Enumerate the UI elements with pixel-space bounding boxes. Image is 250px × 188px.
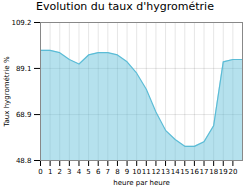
svg-text:48.8: 48.8: [16, 157, 32, 165]
svg-text:68.9: 68.9: [16, 111, 32, 119]
svg-text:1: 1: [48, 168, 52, 176]
svg-text:18: 18: [209, 168, 218, 176]
svg-text:6: 6: [96, 168, 101, 176]
svg-text:13: 13: [161, 168, 170, 176]
svg-text:7: 7: [106, 168, 110, 176]
svg-text:Taux hygrométrie %: Taux hygrométrie %: [3, 56, 11, 127]
svg-text:10: 10: [132, 168, 141, 176]
svg-text:17: 17: [200, 168, 209, 176]
svg-text:0: 0: [38, 168, 42, 176]
svg-text:14: 14: [171, 168, 180, 176]
svg-text:4: 4: [77, 168, 82, 176]
html-text:Evolution du taux d'hygrométri: Evolution du taux d'hygrométrie: [36, 0, 214, 13]
svg-text:9: 9: [125, 168, 129, 176]
svg-text:2: 2: [58, 168, 62, 176]
svg-text:heure par heure: heure par heure: [113, 179, 169, 187]
svg-text:16: 16: [190, 168, 199, 176]
svg-text:12: 12: [151, 168, 160, 176]
svg-text:89.1: 89.1: [16, 65, 32, 73]
svg-text:5: 5: [86, 168, 90, 176]
svg-text:8: 8: [115, 168, 119, 176]
svg-text:3: 3: [67, 168, 71, 176]
svg-text:15: 15: [180, 168, 189, 176]
svg-text:20: 20: [228, 168, 237, 176]
svg-text:19: 19: [219, 168, 228, 176]
svg-text:11: 11: [142, 168, 151, 176]
svg-text:109.2: 109.2: [11, 19, 31, 27]
